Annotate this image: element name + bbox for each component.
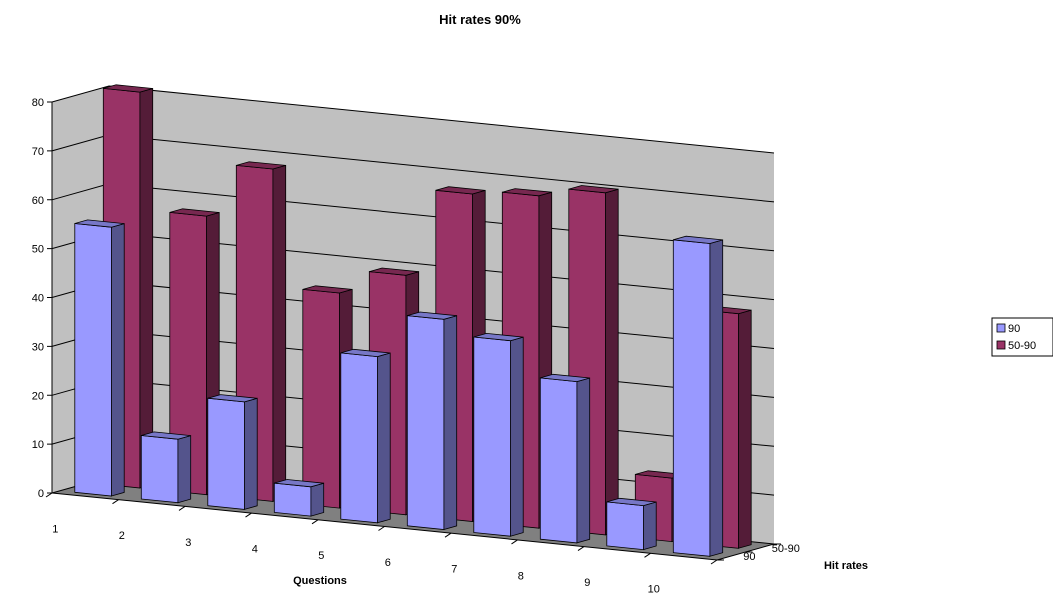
bar-series-90-q5 bbox=[340, 348, 391, 524]
x-tick-mark bbox=[178, 505, 186, 511]
bar-series-90-q6 bbox=[406, 311, 458, 531]
y-tick-label: 50 bbox=[32, 244, 44, 256]
x-tick-mark bbox=[511, 539, 518, 545]
x-axis: 1 2 3 4 5 6 7 8 9 10 bbox=[45, 492, 718, 596]
y-tick-label: 70 bbox=[32, 146, 44, 158]
bars bbox=[74, 84, 752, 557]
x-tick-mark bbox=[577, 546, 585, 552]
x-tick-label: 4 bbox=[252, 543, 258, 555]
x-tick-mark bbox=[378, 526, 385, 531]
legend: 90 50-90 bbox=[991, 317, 1053, 357]
x-axis-title: Questions bbox=[293, 575, 347, 587]
y-tick-label: 40 bbox=[32, 293, 44, 305]
x-tick-label: 7 bbox=[451, 564, 457, 576]
y-tick-label: 60 bbox=[32, 195, 44, 207]
x-tick-label: 10 bbox=[648, 584, 660, 596]
legend-swatch-90 bbox=[996, 323, 1006, 333]
y-tick-label: 80 bbox=[32, 97, 44, 109]
x-tick-mark bbox=[311, 519, 319, 525]
bar-series-90-q1 bbox=[74, 219, 125, 497]
bar-series-90-q8 bbox=[539, 373, 591, 544]
depth-tick-label: 90 bbox=[743, 551, 755, 563]
bar-series-90-q4 bbox=[273, 479, 325, 517]
bar-series-90-q3 bbox=[207, 394, 258, 510]
x-tick-mark bbox=[45, 492, 53, 498]
x-tick-mark bbox=[112, 499, 119, 505]
legend-label-90: 90 bbox=[1008, 323, 1020, 335]
x-tick-label: 1 bbox=[52, 523, 58, 535]
bar-series-90-q2 bbox=[140, 431, 192, 504]
x-tick-mark bbox=[710, 559, 718, 565]
x-tick-label: 9 bbox=[584, 577, 590, 589]
x-tick-mark bbox=[245, 512, 252, 518]
bar-series-90-q7 bbox=[473, 332, 524, 537]
x-tick-mark bbox=[444, 532, 452, 538]
y-tick-label: 30 bbox=[32, 341, 44, 353]
x-tick-label: 8 bbox=[518, 570, 524, 582]
y-tick-label: 0 bbox=[38, 488, 44, 500]
chart-title: Hit rates 90% bbox=[439, 12, 521, 27]
x-tick-label: 2 bbox=[119, 530, 125, 542]
x-tick-mark bbox=[644, 552, 651, 558]
gridline bbox=[51, 85, 775, 154]
depth-axis-title: Hit rates bbox=[824, 560, 868, 572]
y-tick-label: 10 bbox=[32, 439, 44, 451]
x-tick-label: 6 bbox=[385, 557, 391, 569]
x-tick-label: 5 bbox=[318, 550, 324, 562]
y-tick-label: 20 bbox=[32, 390, 44, 402]
legend-label-50-90: 50-90 bbox=[1008, 340, 1036, 352]
bar-series-90-q10 bbox=[672, 235, 724, 557]
depth-tick-label: 50-90 bbox=[772, 543, 800, 555]
x-tick-label: 3 bbox=[185, 537, 191, 549]
bar-series-90-q9 bbox=[606, 497, 657, 551]
legend-swatch-50-90 bbox=[996, 340, 1006, 350]
depth-axis: 90 50-90 bbox=[716, 543, 800, 563]
y-axis: 0 10 20 30 40 50 60 70 80 bbox=[32, 97, 53, 500]
